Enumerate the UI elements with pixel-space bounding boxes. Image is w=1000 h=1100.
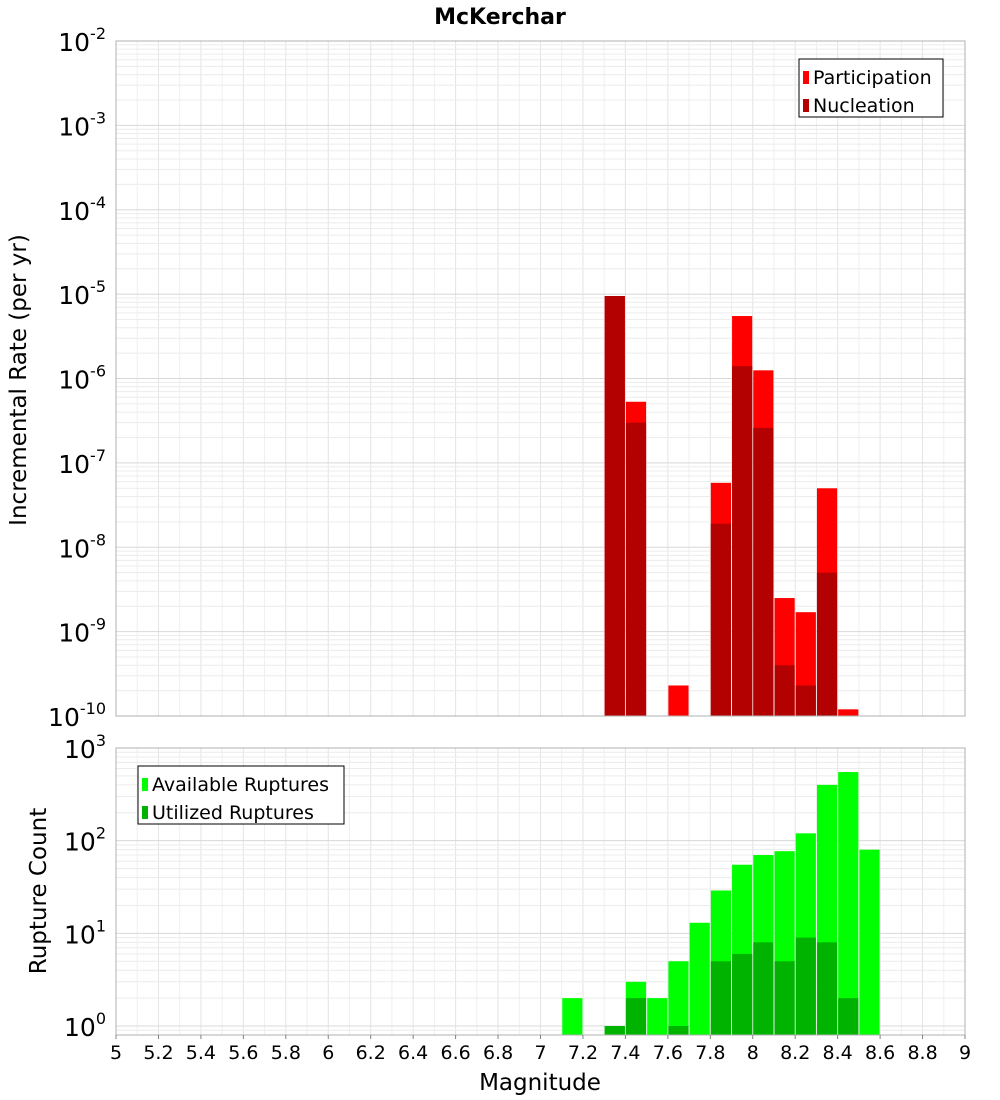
legend-swatch: [803, 71, 809, 84]
legend-swatch: [142, 806, 148, 819]
x-tick-label: 5.8: [271, 1042, 301, 1064]
x-tick-label: 8.8: [907, 1042, 937, 1064]
x-tick-label: 6.4: [398, 1042, 428, 1064]
x-tick-label: 7.6: [653, 1042, 683, 1064]
participation-nucleation-plot: 10-10 10-9 10-8 10-7 10-6 10-5 10-4 10-3 10-2 Par…: [48, 24, 966, 732]
y-tick-label: 10-5: [58, 277, 106, 310]
x-tick-label: 8: [747, 1042, 759, 1064]
y-tick-label: 10-4: [58, 193, 106, 226]
x-tick-label: 8.6: [865, 1042, 895, 1064]
bar-utilized-ruptures: [625, 998, 647, 1035]
x-tick-label: 5.2: [143, 1042, 173, 1064]
bar-utilized-ruptures: [604, 1026, 625, 1035]
x-tick-label: 6.2: [356, 1042, 386, 1064]
bar-available-ruptures: [668, 961, 689, 1035]
y-tick-label: 101: [64, 916, 106, 949]
bar-nucleation: [710, 523, 731, 716]
x-tick-label: 8.2: [780, 1042, 810, 1064]
x-tick-label: 6.6: [440, 1042, 470, 1064]
plot-frame: [115, 40, 966, 717]
x-axis-label: Magnitude: [479, 1070, 601, 1096]
top-y-axis-label: Incremental Rate (per yr): [6, 234, 32, 526]
y-tick-label: 10-10: [48, 699, 106, 732]
x-tick-label: 7: [534, 1042, 546, 1064]
x-tick-label: 7.8: [695, 1042, 725, 1064]
bar-utilized-ruptures: [838, 998, 859, 1035]
legend-swatch: [142, 778, 148, 791]
x-tick-label: 8.4: [823, 1042, 853, 1064]
bar-nucleation: [795, 685, 816, 716]
bar-utilized-ruptures: [774, 961, 795, 1035]
y-tick-label: 10-6: [58, 362, 106, 395]
bar-nucleation: [816, 572, 838, 716]
legend-label: Available Ruptures: [152, 774, 329, 796]
y-tick-label: 10-2: [58, 24, 106, 57]
legend-swatch: [803, 99, 809, 112]
bar-available-ruptures: [647, 998, 668, 1035]
x-tick-label: 7.2: [568, 1042, 598, 1064]
bar-utilized-ruptures: [753, 942, 774, 1035]
bottom-y-axis-label: Rupture Count: [26, 808, 52, 974]
bar-utilized-ruptures: [816, 942, 838, 1035]
bar-nucleation: [774, 665, 795, 716]
x-tick-label: 5.6: [228, 1042, 258, 1064]
x-tick-label: 6.8: [483, 1042, 513, 1064]
bar-available-ruptures: [689, 922, 710, 1035]
x-tick-label: 9: [959, 1042, 971, 1064]
legend-label: Utilized Ruptures: [152, 802, 314, 824]
legend: [798, 58, 944, 118]
bar-nucleation: [604, 296, 625, 716]
y-tick-label: 10-8: [58, 530, 106, 563]
bar-utilized-ruptures: [795, 937, 816, 1035]
bar-participation: [668, 685, 689, 716]
bar-available-ruptures: [562, 998, 583, 1035]
bar-nucleation: [732, 366, 753, 716]
bar-nucleation: [625, 422, 647, 716]
bar-available-ruptures: [838, 772, 859, 1035]
bar-nucleation: [753, 427, 774, 716]
y-tick-label: 10-3: [58, 108, 106, 141]
y-tick-label: 103: [64, 731, 106, 764]
y-tick-label: 100: [64, 1009, 106, 1042]
bar-participation: [838, 709, 859, 716]
bar-available-ruptures: [859, 849, 880, 1035]
bar-utilized-ruptures: [710, 961, 731, 1035]
x-tick-label: 7.4: [610, 1042, 640, 1064]
x-tick-label: 6: [322, 1042, 334, 1064]
legend-label: Nucleation: [813, 95, 915, 117]
bar-utilized-ruptures: [732, 953, 753, 1035]
y-tick-label: 10-9: [58, 615, 106, 648]
y-tick-label: 102: [64, 824, 106, 857]
legend-label: Participation: [813, 67, 932, 89]
legend: [137, 765, 345, 825]
bar-utilized-ruptures: [668, 1026, 689, 1035]
y-tick-label: 10-7: [58, 446, 106, 479]
x-tick-label: 5: [110, 1042, 122, 1064]
x-tick-label: 5.4: [186, 1042, 216, 1064]
chart-title: McKerchar: [434, 5, 566, 30]
